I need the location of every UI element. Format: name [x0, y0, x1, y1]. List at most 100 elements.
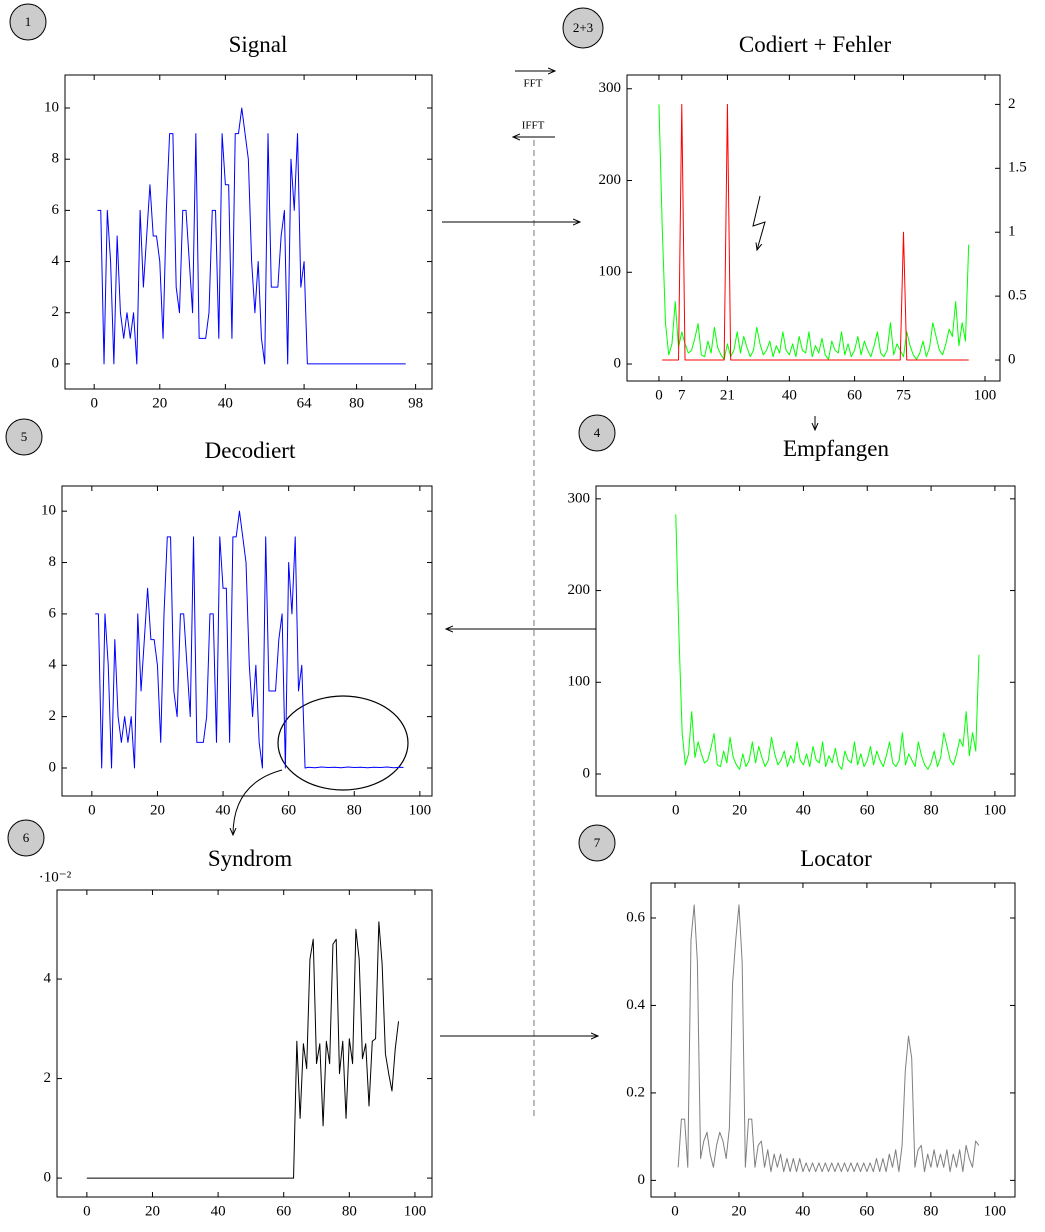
y2-tick-label: 0 — [1008, 351, 1016, 367]
chart-title: Locator — [800, 846, 872, 871]
x-tick-label: 60 — [859, 1203, 874, 1219]
x-tick-label: 60 — [281, 802, 296, 818]
x-tick-label: 80 — [923, 1203, 938, 1219]
y-tick-label: 0.6 — [626, 909, 645, 925]
step-circle — [9, 3, 47, 41]
step-circle — [578, 414, 616, 452]
y2-tick-label: 1 — [1008, 224, 1016, 240]
y-tick-label: 0 — [44, 1170, 52, 1186]
y-tick-label: 6 — [49, 605, 57, 621]
y-tick-label: 4 — [52, 253, 60, 269]
y-tick-label: 4 — [44, 971, 52, 987]
x-tick-label: 100 — [409, 802, 432, 818]
data-line — [95, 510, 404, 769]
y-tick-label: 8 — [49, 554, 57, 570]
y-tick-label: 10 — [41, 503, 56, 519]
y-tick-label: 200 — [568, 582, 591, 598]
chart-title: Syndrom — [208, 846, 292, 871]
y-tick-label: 4 — [49, 657, 57, 673]
x-tick-label: 60 — [847, 387, 862, 403]
y2-tick-label: 1.5 — [1008, 160, 1027, 176]
x-tick-label: 80 — [349, 395, 364, 411]
data-line — [677, 904, 980, 1173]
plot-frame — [56, 889, 433, 1198]
error-lightning — [752, 195, 766, 250]
step-circle — [562, 7, 604, 49]
y-tick-label: 0 — [49, 759, 57, 775]
y-tick-label: 8 — [52, 151, 60, 167]
y-tick-label: 2 — [52, 304, 60, 320]
x-tick-label: 20 — [152, 395, 167, 411]
chart-title: Decodiert — [205, 438, 296, 463]
plot-frame — [64, 74, 433, 390]
y-tick-label: 300 — [599, 80, 622, 96]
x-tick-label: 40 — [782, 387, 797, 403]
plot-frame — [61, 485, 433, 797]
step-circle — [578, 824, 616, 862]
y-tick-label: 6 — [52, 202, 60, 218]
step-circle — [5, 418, 43, 456]
data-line — [675, 514, 980, 770]
x-tick-label: 100 — [404, 1203, 427, 1219]
x-tick-label: 20 — [732, 802, 747, 818]
x-tick-label: 0 — [671, 1203, 679, 1219]
x-tick-label: 20 — [145, 1203, 160, 1219]
ifft-label: IFFT — [522, 120, 545, 132]
x-tick-label: 100 — [984, 802, 1007, 818]
step-label: 7 — [594, 835, 601, 850]
y-tick-label: 100 — [599, 264, 622, 280]
x-tick-label: 20 — [731, 1203, 746, 1219]
y-tick-label: 0 — [614, 355, 622, 371]
data-line — [86, 921, 400, 1179]
y-tick-label: 10 — [44, 99, 59, 115]
x-tick-label: 64 — [297, 395, 313, 411]
x-tick-label: 80 — [342, 1203, 357, 1219]
x-tick-label: 40 — [211, 1203, 226, 1219]
y-tick-label: 0 — [638, 1172, 646, 1188]
y-tick-label: 300 — [568, 490, 591, 506]
data-line — [97, 107, 406, 365]
step-badges — [5, 3, 616, 862]
highlight-ellipse — [277, 695, 409, 791]
chart-title: Signal — [229, 32, 288, 57]
x-tick-label: 0 — [672, 802, 680, 818]
x-tick-label: 0 — [83, 1203, 91, 1219]
step-label: 2+3 — [573, 20, 593, 35]
x-tick-label: 21 — [720, 387, 735, 403]
x-tick-label: 40 — [218, 395, 233, 411]
y2-tick-label: 0.5 — [1008, 288, 1027, 304]
y-tick-label: 0 — [52, 355, 60, 371]
x-tick-label: 0 — [90, 395, 98, 411]
step-label: 6 — [23, 830, 30, 845]
y-tick-label: 0.4 — [626, 997, 645, 1013]
x-tick-label: 75 — [896, 387, 911, 403]
plot-frame — [626, 74, 1001, 382]
x-tick-label: 80 — [924, 802, 939, 818]
y-tick-label: 2 — [49, 708, 57, 724]
y-tick-label: 0 — [583, 765, 591, 781]
plot-frame — [650, 882, 1016, 1198]
x-tick-label: 20 — [150, 802, 165, 818]
x-tick-label: 100 — [974, 387, 997, 403]
step-label: 4 — [594, 425, 601, 440]
x-tick-label: 0 — [88, 802, 96, 818]
data-line — [658, 104, 970, 360]
step-label: 1 — [25, 14, 32, 29]
x-tick-label: 40 — [795, 1203, 810, 1219]
chart-title: Empfangen — [783, 436, 890, 461]
x-tick-label: 80 — [347, 802, 362, 818]
y-tick-label: 100 — [568, 674, 591, 690]
y-tick-label: 0.2 — [626, 1084, 645, 1100]
y-tick-label: 2 — [44, 1070, 52, 1086]
chart-title: Codiert + Fehler — [739, 32, 892, 57]
step-circle — [7, 819, 45, 857]
x-tick-label: 60 — [860, 802, 875, 818]
x-tick-label: 40 — [216, 802, 231, 818]
data-line — [662, 103, 969, 361]
fft-label: FFT — [524, 78, 543, 90]
flow-arrow — [233, 769, 283, 835]
step-label: 5 — [21, 429, 28, 444]
x-tick-label: 0 — [655, 387, 663, 403]
y2-tick-label: 2 — [1008, 96, 1016, 112]
